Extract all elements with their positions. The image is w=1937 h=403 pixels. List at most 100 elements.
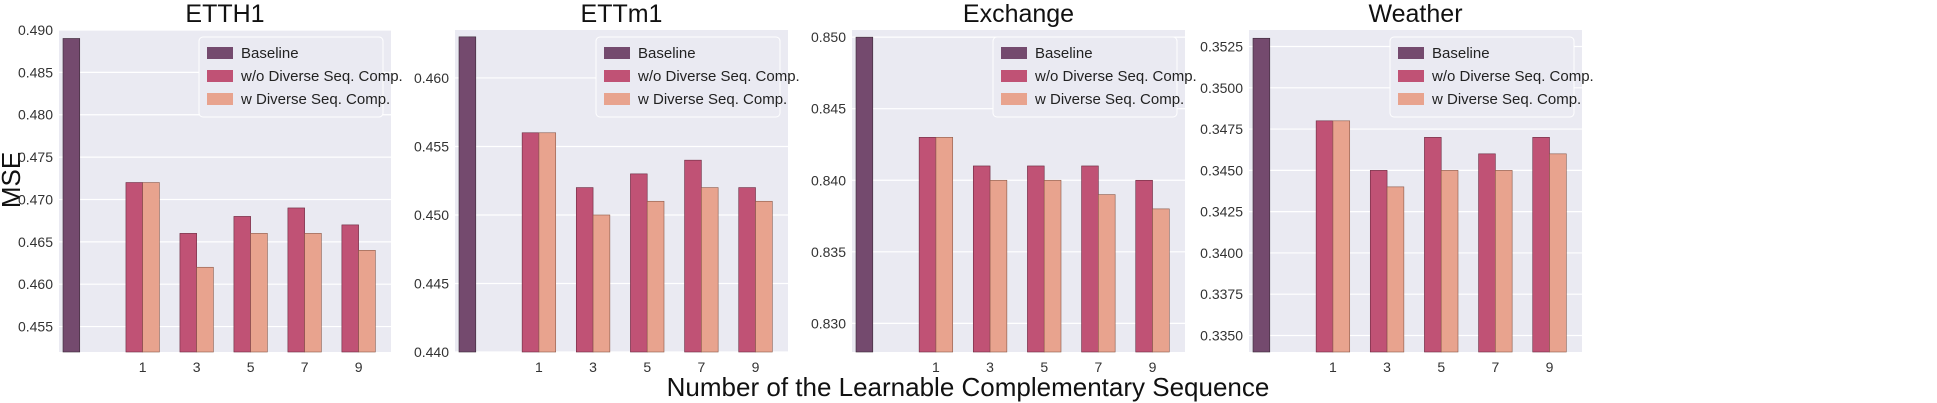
x-tick-label: 3 <box>986 359 994 375</box>
legend-box <box>1389 36 1575 118</box>
bar-with-diverse <box>935 137 954 353</box>
y-tick-label: 0.850 <box>811 29 846 45</box>
legend: Baseline w/o Diverse Seq. Comp. w Diverse … <box>198 36 403 118</box>
x-tick-label: 1 <box>932 359 940 375</box>
y-tick-label: 0.3450 <box>1200 162 1243 178</box>
bar-without-diverse <box>575 187 594 353</box>
legend-label: w Diverse Seq. Comp. <box>1034 91 1184 108</box>
y-tick-label: 0.845 <box>811 101 846 117</box>
bar-without-diverse <box>1315 120 1334 353</box>
bar-without-diverse <box>684 159 702 353</box>
panel-title: ETTm1 <box>581 0 663 28</box>
bar-without-diverse <box>972 165 991 353</box>
bar-with-diverse <box>538 132 557 353</box>
y-tick-label: 0.3350 <box>1200 327 1243 343</box>
bar-baseline <box>62 38 81 353</box>
legend-label: w/o Diverse Seq. Comp. <box>1431 68 1594 85</box>
legend-box <box>198 36 384 118</box>
y-tick-label: 0.490 <box>18 22 53 38</box>
legend-label: w/o Diverse Seq. Comp. <box>1034 68 1197 85</box>
y-tick-label: 0.835 <box>811 244 846 260</box>
panel-title: Exchange <box>963 0 1074 28</box>
y-tick-label: 0.465 <box>18 234 53 250</box>
legend: Baseline w/o Diverse Seq. Comp. w Diverse … <box>1389 36 1594 118</box>
legend-swatch-without <box>604 70 630 82</box>
bar-without-diverse <box>179 233 197 353</box>
legend-label: w Diverse Seq. Comp. <box>240 91 390 108</box>
bar-with-diverse <box>1098 194 1116 353</box>
legend-box <box>595 36 781 118</box>
y-tick-label: 0.840 <box>811 172 846 188</box>
legend-label: Baseline <box>638 45 696 62</box>
x-tick-label: 9 <box>355 359 363 375</box>
bar-without-diverse <box>287 207 305 353</box>
chart-panel-ettm1: 0.440 0.445 0.450 0.455 0.460 ETTm1 1 3 5 7 9 Basel… <box>414 0 800 375</box>
panel-title: ETTH1 <box>185 0 264 28</box>
bar-with-diverse <box>1152 208 1170 353</box>
y-tick-label: 0.3425 <box>1200 204 1243 220</box>
bar-with-diverse <box>989 179 1008 353</box>
bar-with-diverse <box>1549 153 1567 353</box>
x-tick-label: 1 <box>139 359 147 375</box>
y-tick-label: 0.830 <box>811 315 846 331</box>
x-tick-label: 1 <box>535 359 543 375</box>
x-tick-label: 5 <box>1437 359 1445 375</box>
bar-without-diverse <box>125 182 143 353</box>
y-tick-label: 0.3375 <box>1200 286 1243 302</box>
bar-with-diverse <box>304 233 322 353</box>
y-axis-label: MSE <box>0 152 26 208</box>
y-tick-label: 0.460 <box>414 70 449 86</box>
x-tick-label: 7 <box>301 359 309 375</box>
panel-title: Weather <box>1368 0 1462 28</box>
bar-with-diverse <box>1043 179 1062 353</box>
bar-without-diverse <box>233 216 251 353</box>
bar-with-diverse <box>701 187 719 353</box>
chart-panel-etth1: 0.455 0.460 0.465 0.470 0.475 0.480 0.485 0.490… <box>18 0 403 375</box>
bar-without-diverse <box>1424 137 1442 353</box>
legend-swatch-baseline <box>604 47 630 59</box>
chart-panel-exchange: 0.830 0.835 0.840 0.845 0.850 Exchange 1 3 5 7 9 Ba… <box>811 0 1197 375</box>
x-tick-label: 5 <box>247 359 255 375</box>
y-tick-label: 0.3500 <box>1200 80 1243 96</box>
legend-swatch-baseline <box>1398 47 1424 59</box>
legend: Baseline w/o Diverse Seq. Comp. w Diverse … <box>595 36 800 118</box>
bar-without-diverse <box>1027 165 1045 353</box>
x-tick-label: 3 <box>1383 359 1391 375</box>
y-tick-label: 0.3525 <box>1200 39 1243 55</box>
x-tick-label: 9 <box>752 359 760 375</box>
y-tick-label: 0.450 <box>414 207 449 223</box>
bar-with-diverse <box>1332 120 1351 353</box>
legend-label: w/o Diverse Seq. Comp. <box>637 68 800 85</box>
legend-swatch-without <box>1398 70 1424 82</box>
y-tick-label: 0.455 <box>18 319 53 335</box>
legend-swatch-without <box>1001 70 1027 82</box>
legend-box <box>992 36 1178 118</box>
y-tick-label: 0.470 <box>18 191 53 207</box>
bar-with-diverse <box>358 250 376 353</box>
legend: Baseline w/o Diverse Seq. Comp. w Diverse … <box>992 36 1197 118</box>
bar-with-diverse <box>1386 186 1405 353</box>
y-tick-label: 0.480 <box>18 107 53 123</box>
x-tick-label: 7 <box>697 359 705 375</box>
x-tick-label: 5 <box>643 359 651 375</box>
bar-without-diverse <box>1478 153 1496 353</box>
bar-without-diverse <box>341 224 359 353</box>
legend-label: Baseline <box>241 45 299 62</box>
y-tick-label: 0.3475 <box>1200 121 1243 137</box>
legend-swatch-with <box>1398 93 1424 105</box>
bar-without-diverse <box>918 137 937 353</box>
bar-without-diverse <box>521 132 540 353</box>
legend-swatch-with <box>604 93 630 105</box>
bar-without-diverse <box>738 187 756 353</box>
bar-baseline <box>458 36 477 353</box>
y-tick-label: 0.3400 <box>1200 245 1243 261</box>
bar-without-diverse <box>630 173 648 353</box>
bar-with-diverse <box>1495 170 1513 353</box>
bar-with-diverse <box>755 200 773 353</box>
bar-without-diverse <box>1532 137 1550 353</box>
x-tick-label: 9 <box>1546 359 1554 375</box>
y-tick-label: 0.445 <box>414 275 449 291</box>
bar-baseline <box>1252 37 1271 353</box>
legend-label: Baseline <box>1035 45 1093 62</box>
